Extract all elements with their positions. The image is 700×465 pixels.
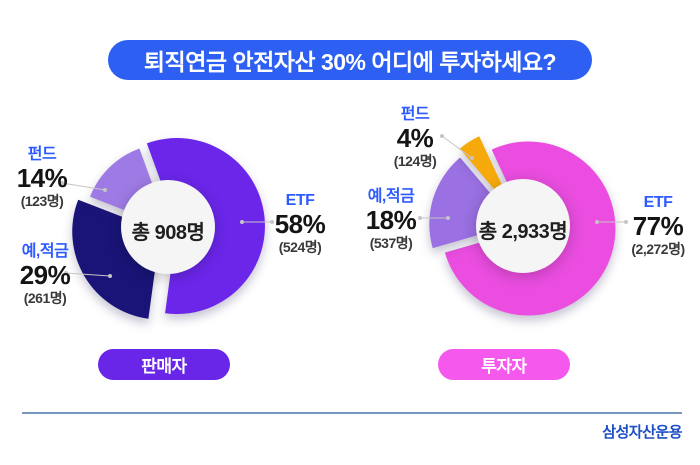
slice-percent: 77% — [632, 211, 684, 241]
slice-percent: 14% — [16, 163, 68, 193]
slice-label-investor-fund: 펀드 4% (124명) — [362, 106, 468, 170]
slice-percent: 18% — [365, 205, 417, 235]
slice-name: 펀드 — [27, 146, 57, 163]
donut-total-investor: 총 2,933명 — [478, 221, 568, 243]
slice-label-investor-etf: ETF 77% (2,272명) — [612, 194, 700, 258]
slice-count: (124명) — [393, 153, 437, 169]
slice-name: 펀드 — [400, 106, 430, 123]
footer-divider — [22, 412, 682, 414]
slice-name: 예,적금 — [367, 188, 415, 205]
slice-label-seller-etf: ETF 58% (524명) — [252, 192, 348, 256]
slice-count: (524명) — [278, 239, 322, 255]
slice-label-investor-savings: 예,적금 18% (537명) — [338, 188, 444, 252]
donut-chart-0 — [72, 138, 265, 319]
leader-line — [64, 271, 112, 278]
donut-center-circle — [121, 180, 215, 274]
slice-label-seller-fund: 펀드 14% (123명) — [0, 146, 95, 210]
leader-line — [240, 220, 274, 224]
donut-total-seller: 총 908명 — [131, 222, 205, 244]
leader-line — [60, 181, 107, 192]
group-pill-investor: 투자자 — [438, 349, 570, 380]
slice-count: (261명) — [23, 290, 67, 306]
slice-count: (2,272명) — [631, 241, 685, 257]
slice-name: ETF — [285, 192, 315, 209]
donut-chart-1 — [429, 136, 616, 316]
leader-line — [418, 216, 450, 220]
slice-count: (123명) — [20, 193, 64, 209]
leader-line — [440, 134, 474, 160]
slice-label-seller-savings: 예,적금 29% (261명) — [0, 243, 98, 307]
donut-center-circle — [476, 179, 570, 273]
slice-percent: 4% — [396, 123, 434, 153]
page-title: 퇴직연금 안전자산 30% 어디에 투자하세요? — [143, 49, 557, 75]
slice-name: 예,적금 — [21, 243, 69, 260]
slice-percent: 58% — [274, 209, 326, 239]
slice-count: (537명) — [369, 235, 413, 251]
title-pill: 퇴직연금 안전자산 30% 어디에 투자하세요? — [108, 40, 592, 80]
group-pill-seller: 판매자 — [98, 349, 230, 380]
slice-name: ETF — [643, 194, 673, 211]
company-logo: 삼성자산운용 — [602, 424, 682, 441]
leader-line — [595, 220, 628, 224]
slice-percent: 29% — [19, 260, 71, 290]
